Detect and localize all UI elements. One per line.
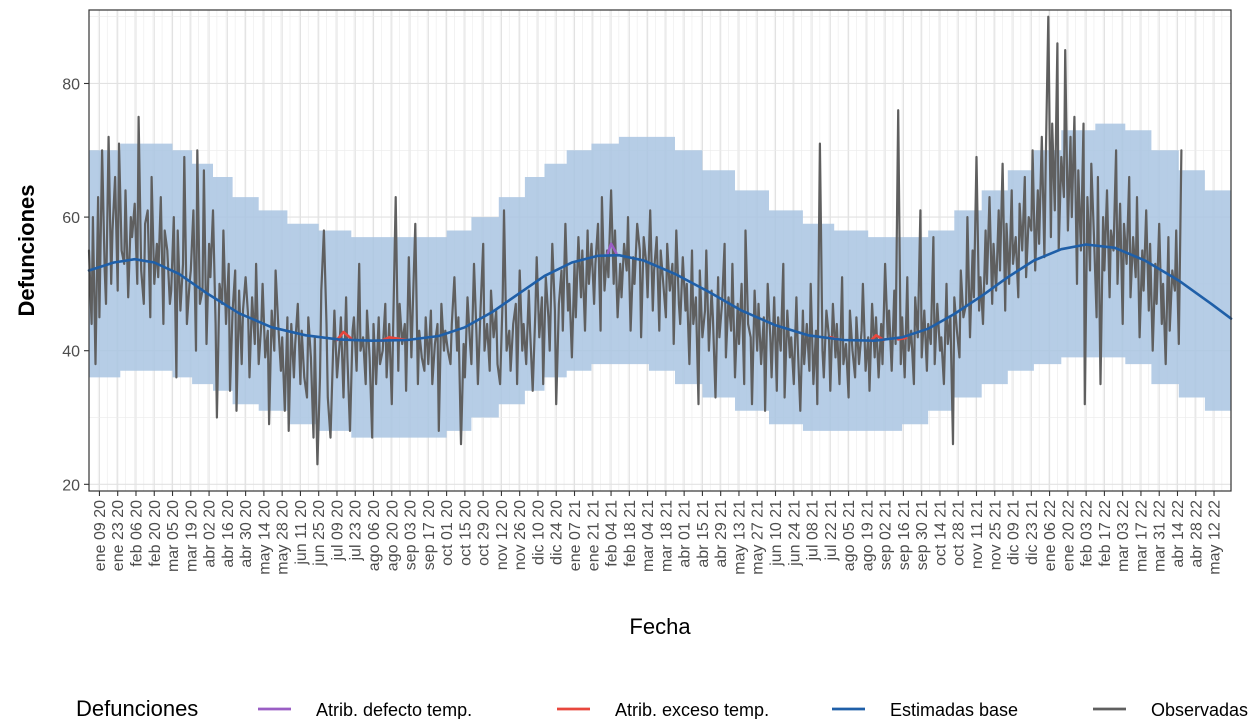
legend: Defunciones Atrib. defecto temp. Atrib. e… [76,696,1248,719]
x-tick-label: ene 07 21 [567,500,584,571]
x-tick-label: oct 15 20 [457,500,474,566]
x-axis: ene 09 20 ene 23 20 feb 06 20 feb 20 20 mar … [92,491,1224,575]
x-tick-label: feb 03 22 [1079,500,1096,567]
x-tick-label: nov 25 21 [987,500,1004,570]
x-tick-label: ene 06 22 [1042,500,1059,571]
x-tick-label: may 28 20 [275,500,292,575]
x-tick-label: feb 17 22 [1097,500,1114,567]
x-tick-label: mar 04 21 [640,500,657,572]
x-tick-label: may 13 21 [732,500,749,575]
x-tick-label: nov 26 20 [512,500,529,570]
series-exceso-line [896,336,908,341]
x-tick-label: mar 03 22 [1115,500,1132,572]
series-lines [87,15,1233,466]
legend-title: Defunciones [76,696,198,719]
x-tick-label: nov 11 21 [969,500,986,569]
x-tick-label: abr 30 20 [238,500,255,568]
x-tick-label: feb 04 21 [604,500,621,567]
x-tick-label: oct 29 20 [476,500,493,566]
x-tick-label: ago 19 21 [859,500,876,571]
y-tick-label: 40 [62,344,80,361]
x-tick-label: jun 11 20 [293,500,310,566]
x-tick-label: feb 18 21 [622,500,639,567]
x-tick-label: sep 17 20 [421,500,438,570]
x-tick-label: abr 29 21 [713,500,730,568]
x-tick-label: jul 23 20 [348,500,365,562]
series-exceso-line [869,333,886,343]
x-tick-label: abr 14 22 [1170,500,1187,568]
x-tick-label: dic 23 21 [1024,500,1041,565]
x-tick-label: mar 31 22 [1152,500,1169,572]
x-tick-label: dic 09 21 [1006,500,1023,565]
series-exceso-line [335,330,353,342]
x-tick-label: abr 01 21 [677,500,694,568]
x-tick-label: ago 06 20 [366,500,383,571]
x-tick-label: oct 14 21 [933,500,950,566]
x-tick-label: sep 30 21 [914,500,931,570]
x-tick-label: feb 20 20 [147,500,164,567]
x-tick-label: abr 28 22 [1188,500,1205,568]
x-tick-label: sep 16 21 [896,500,913,570]
y-tick-label: 20 [62,477,80,494]
x-tick-label: jul 22 21 [823,500,840,562]
x-tick-label: abr 02 20 [202,500,219,568]
x-tick-label: mar 19 20 [183,500,200,572]
x-tick-label: may 12 22 [1207,500,1224,575]
legend-item-label: Atrib. defecto temp. [316,700,472,719]
x-tick-label: ago 05 21 [841,500,858,571]
x-tick-label: mar 17 22 [1133,500,1150,572]
x-tick-label: nov 12 20 [494,500,511,570]
x-tick-label: sep 02 21 [878,500,895,570]
x-tick-label: jun 24 21 [786,500,803,567]
x-tick-label: oct 28 21 [951,500,968,566]
x-tick-label: ene 20 22 [1060,500,1077,571]
y-axis: 20 40 60 80 [62,76,89,494]
x-tick-label: dic 24 20 [549,500,566,565]
y-axis-title: Defunciones [14,184,39,316]
x-tick-label: abr 16 20 [220,500,237,568]
x-tick-label: may 14 20 [256,500,273,575]
x-tick-label: feb 06 20 [129,500,146,567]
x-tick-label: jun 25 20 [311,500,328,567]
legend-item-label: Observadas [1151,700,1248,719]
x-tick-label: jul 09 20 [330,500,347,562]
y-tick-label: 60 [62,210,80,227]
x-tick-label: jul 08 21 [805,500,822,562]
x-tick-label: jun 10 21 [768,500,785,567]
x-tick-label: ene 09 20 [92,500,109,571]
x-axis-title: Fecha [629,614,691,639]
x-tick-label: may 27 21 [750,500,767,575]
series-estimadas-base-line [87,243,1233,343]
x-tick-label: dic 10 20 [531,500,548,565]
x-tick-label: sep 03 20 [403,500,420,570]
x-tick-label: ago 20 20 [384,500,401,571]
y-tick-label: 80 [62,76,80,93]
series-defecto-line [605,242,618,257]
x-tick-label: mar 05 20 [165,500,182,572]
x-tick-label: ene 23 20 [110,500,127,571]
legend-item-label: Atrib. exceso temp. [615,700,769,719]
x-tick-label: abr 15 21 [695,500,712,568]
legend-item-label: Estimadas base [890,700,1018,719]
x-tick-label: mar 18 21 [658,500,675,572]
x-tick-label: ene 21 21 [585,500,602,571]
x-tick-label: oct 01 20 [439,500,456,566]
plot-panel-border [88,9,1232,492]
series-observadas-line [87,15,1183,466]
